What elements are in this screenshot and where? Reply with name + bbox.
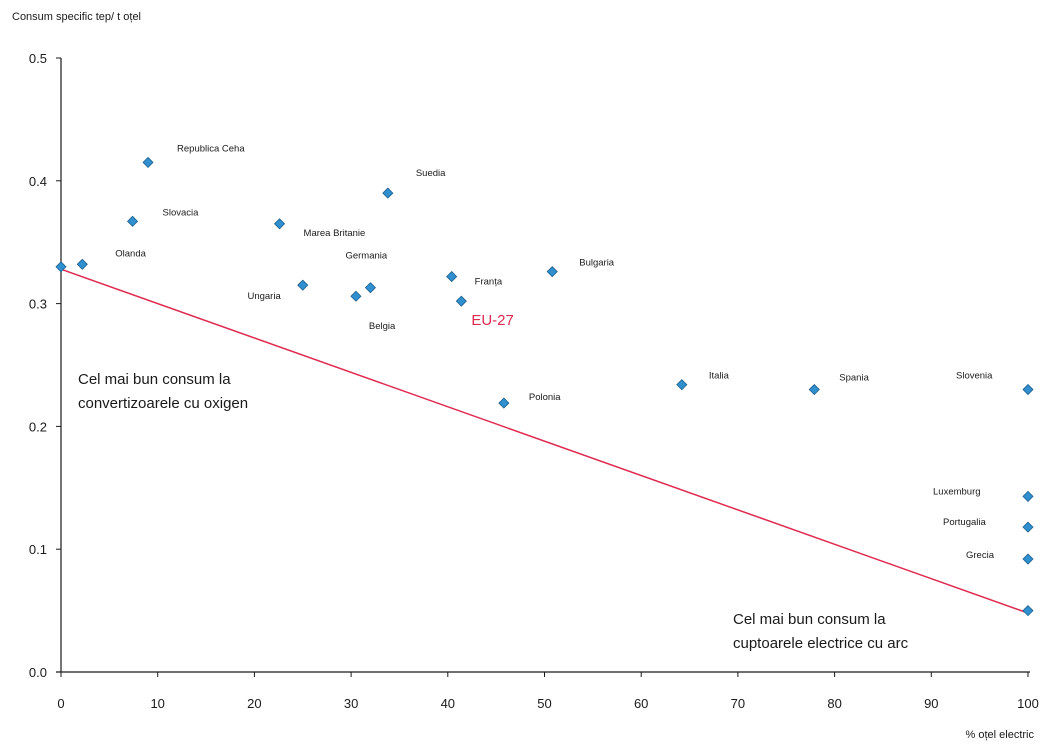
x-tick-label: 30 [344, 696, 358, 711]
data-point-label: Portugalia [943, 517, 986, 528]
annotation-line: convertizoarele cu oxigen [78, 395, 249, 412]
data-point-marker [1022, 553, 1034, 565]
data-point-marker [126, 215, 139, 227]
data-point-marker [55, 261, 67, 273]
x-tick-label: 40 [441, 696, 455, 711]
data-point-marker [676, 379, 688, 391]
data-point-label: Suedia [416, 168, 446, 179]
data-point-label: Marea Britanie [304, 228, 366, 239]
annotation-line: Cel mai bun consum la [78, 371, 231, 388]
x-tick-label: 80 [827, 696, 841, 711]
data-point-marker [546, 266, 558, 278]
y-tick-label: 0.3 [29, 297, 47, 312]
data-point-marker [446, 271, 458, 283]
data-point-marker [142, 156, 154, 168]
x-tick-label: 0 [57, 696, 64, 711]
annotation-oxygen-converters: Cel mai bun consum la convertizoarele cu… [78, 368, 248, 416]
y-tick-label: 0.0 [29, 665, 47, 680]
data-point-marker [808, 383, 820, 396]
data-point-label: Slovenia [956, 371, 993, 382]
trend-line [60, 268, 1029, 614]
x-tick-label: 20 [247, 696, 261, 711]
data-point-label: EU-27 [471, 312, 514, 329]
x-tick-label: 50 [537, 696, 551, 711]
data-point-label: Italia [709, 371, 730, 382]
data-point-marker [455, 295, 467, 307]
data-point-marker [1022, 605, 1034, 617]
annotation-line: cuptoarele electrice cu arc [733, 635, 909, 652]
data-point-label: Bulgaria [579, 258, 615, 269]
data-point-marker [364, 282, 377, 294]
data-point-label: Grecia [966, 550, 995, 561]
annotation-electric-arc-furnaces: Cel mai bun consum la cuptoarele electri… [733, 608, 908, 656]
data-point-marker [273, 218, 286, 230]
data-point-label: Luxemburg [933, 486, 981, 497]
x-tick-label: 60 [634, 696, 648, 711]
data-point-marker [350, 290, 362, 302]
y-tick-label: 0.4 [29, 174, 47, 189]
data-point-label: Germania [345, 251, 387, 262]
data-point-marker [498, 397, 510, 409]
x-tick-label: 10 [150, 696, 164, 711]
x-tick-label: 100 [1017, 696, 1039, 711]
y-tick-label: 0.1 [29, 542, 47, 557]
data-point-marker [382, 187, 394, 199]
y-tick-label: 0.5 [29, 51, 47, 66]
data-point-label: Polonia [529, 392, 561, 403]
data-point-marker [1022, 383, 1034, 396]
x-tick-label: 90 [924, 696, 938, 711]
data-point-marker [76, 258, 88, 270]
data-point-marker [1022, 490, 1034, 502]
data-point-label: Slovacia [163, 207, 200, 218]
data-point-label: Belgia [369, 321, 396, 332]
data-point-label: Spania [839, 373, 869, 384]
x-axis-title: % oțel electric [965, 729, 1034, 741]
data-point-label: Franța [475, 277, 503, 288]
y-axis-title: Consum specific tep/ t oțel [12, 11, 142, 23]
annotation-line: Cel mai bun consum la [733, 611, 886, 628]
y-tick-label: 0.2 [29, 419, 47, 434]
data-point-label: Olanda [115, 248, 146, 259]
data-point-marker [1022, 521, 1034, 533]
data-point-label: Ungaria [247, 291, 281, 302]
x-tick-label: 70 [731, 696, 745, 711]
data-point-label: Republica Ceha [177, 143, 245, 154]
data-point-marker [297, 279, 309, 291]
